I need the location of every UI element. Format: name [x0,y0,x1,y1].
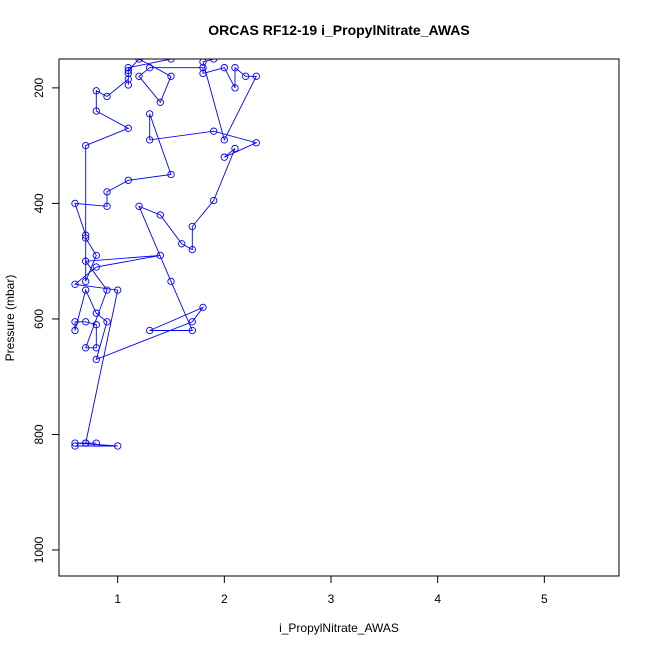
data-point [103,318,111,326]
data-point [124,69,132,78]
data-point [114,442,122,450]
data-point [124,66,132,75]
data-point [71,318,79,326]
data-point [82,286,90,294]
data-point [231,84,239,92]
data-point [92,439,100,447]
data-point [92,309,100,317]
data-point [178,240,186,248]
chart-title: ORCAS RF12-19 i_PropylNitrate_AWAS [208,22,469,38]
x-axis: 1 2 3 4 5 [114,575,548,606]
data-point [242,72,250,80]
x-tick-label: 5 [541,592,548,606]
data-point [220,153,228,161]
data-point [124,124,132,132]
data-point [199,69,207,78]
data-point [82,277,90,286]
y-axis: 200 400 600 800 1000 [32,78,60,563]
data-point [103,202,111,210]
data-point [252,72,260,80]
data-point [124,64,132,72]
y-tick-label: 400 [32,193,46,213]
series-layer [71,59,260,450]
y-tick-label: 600 [32,309,46,329]
data-point [220,136,228,144]
data-point [135,59,143,63]
data-point [82,439,90,447]
data-point [146,326,154,335]
data-point [146,110,154,118]
data-point [71,439,79,447]
data-point [92,107,100,115]
data-point [82,257,90,265]
data-point [71,326,79,335]
data-point [210,127,218,135]
data-point [92,355,100,364]
data-point [188,326,196,335]
data-point [135,202,143,210]
x-tick-label: 2 [221,592,228,606]
data-point [167,170,175,179]
data-point [146,136,154,144]
data-point [82,231,90,239]
plot-frame [58,58,620,577]
data-point [156,251,164,260]
data-point [92,251,100,260]
y-tick-label: 1000 [32,536,46,563]
data-point [210,196,218,205]
data-point [220,64,228,72]
data-point [124,81,132,89]
x-tick-label: 3 [328,592,335,606]
data-point [231,64,239,72]
data-point [199,59,207,66]
data-point [71,280,79,288]
data-point [103,286,111,294]
data-point [124,75,132,83]
y-tick-label: 800 [32,424,46,444]
data-point [167,72,175,80]
data-point [135,72,143,80]
data-point [210,59,218,63]
y-tick-label: 200 [32,78,46,98]
data-point [252,139,260,147]
x-axis-label: i_PropylNitrate_AWAS [279,621,399,635]
data-point [71,442,79,450]
data-point [188,222,196,231]
data-point [103,92,111,101]
y-axis-label: Pressure (mbar) [3,275,17,362]
x-tick-label: 4 [434,592,441,606]
data-point [82,344,90,352]
data-point [82,234,90,242]
data-point [92,344,100,352]
series-line-0 [73,59,258,447]
data-point [199,64,207,72]
data-point [146,64,154,72]
data-point [71,199,79,208]
data-point [114,286,122,294]
data-point [188,318,196,326]
data-point [92,263,100,271]
data-point [156,211,164,219]
data-point [156,98,164,106]
data-point [231,144,239,153]
data-point [124,176,132,184]
data-point [82,141,90,150]
data-point [92,321,100,329]
x-tick-label: 1 [114,592,121,606]
data-point [103,188,111,196]
data-point [167,59,175,63]
data-point [199,303,207,312]
data-point [167,277,175,286]
data-point [188,245,196,254]
data-point [82,318,90,326]
data-point [92,87,100,95]
